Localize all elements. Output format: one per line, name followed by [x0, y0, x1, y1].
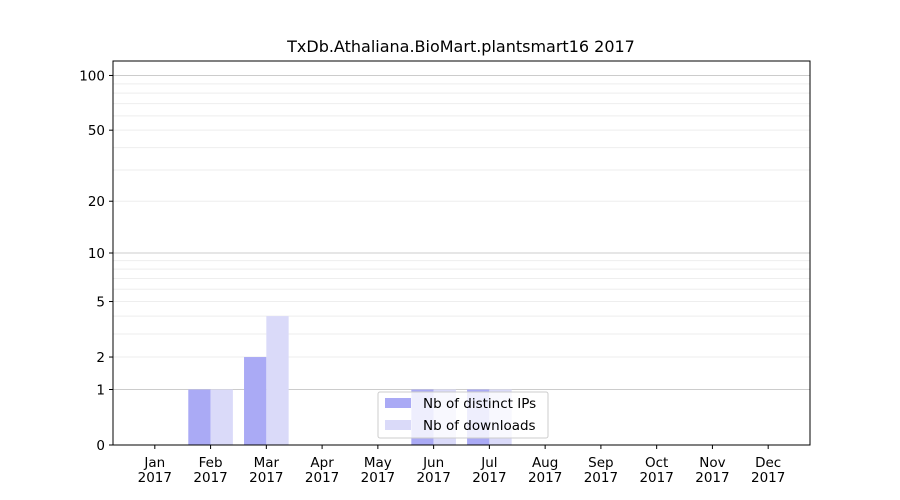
y-tick-label: 2 [96, 350, 105, 366]
x-tick-label-month: Nov [699, 455, 725, 471]
chart-title: TxDb.Athaliana.BioMart.plantsmart16 2017 [286, 37, 635, 56]
x-tick-label-month: Jul [480, 455, 497, 471]
x-tick-label-month: Jan [143, 455, 165, 471]
y-tick-label: 0 [96, 438, 105, 454]
legend: Nb of distinct IPs Nb of downloads [377, 391, 549, 439]
x-tick-label-year: 2017 [249, 470, 283, 486]
x-tick-label-year: 2017 [751, 470, 785, 486]
legend-swatch-ips [385, 398, 411, 408]
x-tick-label-year: 2017 [472, 470, 506, 486]
bar-downloads [266, 316, 289, 445]
legend-swatch-downloads [385, 420, 411, 430]
y-tick-label: 1 [96, 382, 105, 398]
x-tick-label-year: 2017 [305, 470, 339, 486]
y-axis: 0 1 2 5 10 20 50 100 [79, 68, 113, 454]
x-tick-label-year: 2017 [361, 470, 395, 486]
x-axis: Jan2017Feb2017Mar2017Apr2017May2017Jun20… [138, 445, 785, 486]
x-tick-label-month: Jun [422, 455, 444, 471]
x-tick-label-month: May [364, 455, 392, 471]
x-tick-label-month: Apr [310, 455, 334, 471]
x-tick-label-year: 2017 [528, 470, 562, 486]
x-tick-label-month: Mar [254, 455, 280, 471]
x-tick-label-year: 2017 [639, 470, 673, 486]
y-tick-label: 10 [88, 246, 105, 262]
y-tick-label: 100 [79, 68, 105, 84]
x-tick-label-year: 2017 [584, 470, 618, 486]
y-tick-label: 5 [96, 295, 105, 311]
x-tick-label-month: Oct [645, 455, 668, 471]
bar-distinct-ips [244, 357, 267, 445]
x-tick-label-month: Sep [588, 455, 613, 471]
x-tick-label-year: 2017 [193, 470, 227, 486]
x-tick-label-month: Aug [532, 455, 558, 471]
bar-distinct-ips [188, 389, 211, 445]
grid-lines [113, 74, 810, 390]
y-tick-label: 20 [88, 194, 105, 210]
legend-box [377, 391, 549, 439]
bar-downloads [210, 389, 233, 445]
legend-label-ips: Nb of distinct IPs [423, 396, 536, 412]
x-tick-label-year: 2017 [695, 470, 729, 486]
x-tick-label-year: 2017 [416, 470, 450, 486]
legend-label-downloads: Nb of downloads [423, 418, 536, 434]
x-tick-label-year: 2017 [138, 470, 172, 486]
x-tick-label-month: Dec [755, 455, 781, 471]
y-tick-label: 50 [88, 123, 105, 139]
x-tick-label-month: Feb [199, 455, 223, 471]
